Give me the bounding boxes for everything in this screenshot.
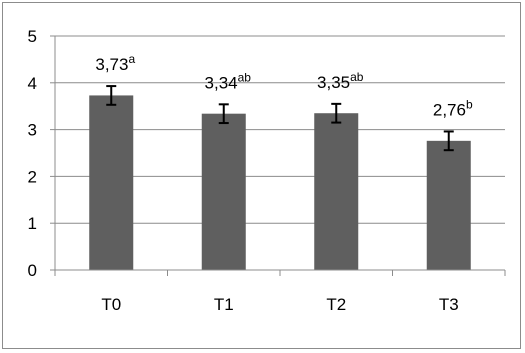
data-label: 2,76b [433,97,473,119]
data-label-value: 3,34 [205,73,238,92]
data-label-value: 3,35 [317,73,350,92]
y-tick-label: 4 [28,74,37,93]
bar [201,113,246,270]
y-tick-label: 2 [28,167,37,186]
bar [426,140,471,270]
bars [89,95,471,270]
data-label: 3,73a [95,52,135,74]
x-axis-tick-labels: T0 T1 T2 T3 [101,295,458,314]
y-tick-label: 3 [28,121,37,140]
bar [314,113,359,270]
axes [50,35,506,276]
y-tick-label: 1 [28,214,37,233]
significance-letters: b [466,97,473,111]
x-tick-label: T3 [439,295,459,314]
data-label-value: 3,73 [95,55,128,74]
x-tick-label: T2 [326,295,346,314]
x-tick-label: T1 [214,295,234,314]
data-label: 3,34ab [205,70,252,92]
data-label: 3,35ab [317,70,364,92]
error-bars [106,85,454,152]
x-tick-label: T0 [101,295,121,314]
significance-letters: a [128,52,135,66]
bar [89,95,134,270]
data-labels: 3,73a 3,34ab 3,35ab 2,76b [95,52,473,119]
y-tick-label: 0 [28,261,37,280]
y-axis-tick-labels: 0 1 2 3 4 5 [28,27,37,280]
y-tick-label: 5 [28,27,37,46]
data-label-value: 2,76 [433,100,466,119]
significance-letters: ab [350,70,364,84]
significance-letters: ab [238,70,252,84]
